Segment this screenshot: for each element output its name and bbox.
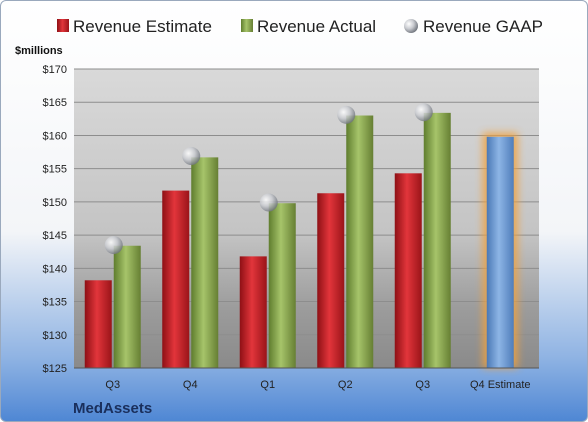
bar-q4-estimate: [486, 136, 514, 368]
y-axis-ticks: $125 $130 $135 $140 $145 $150 $155 $160 $165 $170: [43, 64, 67, 375]
y-tick-label: $165: [43, 97, 67, 109]
plot-area: [74, 69, 539, 368]
legend: Revenue Estimate Revenue Actual Revenue …: [57, 17, 543, 36]
gridlines: [74, 68, 539, 369]
bar-revenue-actual: [423, 112, 451, 368]
bar-revenue-estimate: [317, 193, 345, 368]
y-tick-label: $160: [43, 130, 67, 142]
bars: [84, 112, 518, 368]
bar-revenue-estimate: [394, 173, 422, 368]
y-tick-label: $150: [43, 197, 67, 209]
x-axis-ticks: Q3 Q4 Q1 Q2 Q3 Q4 Estimate: [105, 379, 530, 391]
x-tick-label: Q3: [415, 379, 430, 391]
y-tick-label: $135: [43, 297, 67, 309]
marker-revenue-gaap: [414, 103, 433, 122]
y-tick-label: $155: [43, 164, 67, 176]
marker-revenue-gaap: [337, 105, 356, 124]
legend-label-actual: Revenue Actual: [257, 17, 376, 36]
x-tick-label: Q2: [338, 379, 353, 391]
y-tick-label: $140: [43, 263, 67, 275]
y-tick-label: $170: [43, 64, 67, 76]
x-tick-label: Q4 Estimate: [470, 379, 531, 391]
bar-revenue-estimate: [84, 280, 112, 368]
marker-revenue-gaap: [104, 236, 123, 255]
y-tick-label: $130: [43, 330, 67, 342]
y-axis-unit-label: $millions: [15, 45, 63, 57]
legend-swatch-estimate: [57, 19, 69, 32]
bar-revenue-actual: [113, 245, 141, 368]
y-tick-label: $145: [43, 230, 67, 242]
x-tick-label: Q4: [183, 379, 198, 391]
legend-swatch-actual: [241, 19, 253, 32]
legend-swatch-gaap: [404, 19, 418, 33]
bar-revenue-actual: [268, 203, 296, 368]
gaap-markers: [104, 103, 433, 255]
legend-label-estimate: Revenue Estimate: [73, 17, 212, 36]
bar-revenue-estimate: [239, 256, 267, 368]
y-tick-label: $125: [43, 363, 67, 375]
bar-revenue-actual: [191, 157, 219, 368]
marker-revenue-gaap: [182, 147, 201, 166]
company-name: MedAssets: [73, 400, 152, 417]
bar-revenue-actual: [346, 115, 374, 368]
legend-label-gaap: Revenue GAAP: [423, 17, 543, 36]
x-tick-label: Q1: [260, 379, 275, 391]
bar-revenue-estimate: [162, 190, 190, 368]
marker-revenue-gaap: [259, 193, 278, 212]
x-tick-label: Q3: [105, 379, 120, 391]
